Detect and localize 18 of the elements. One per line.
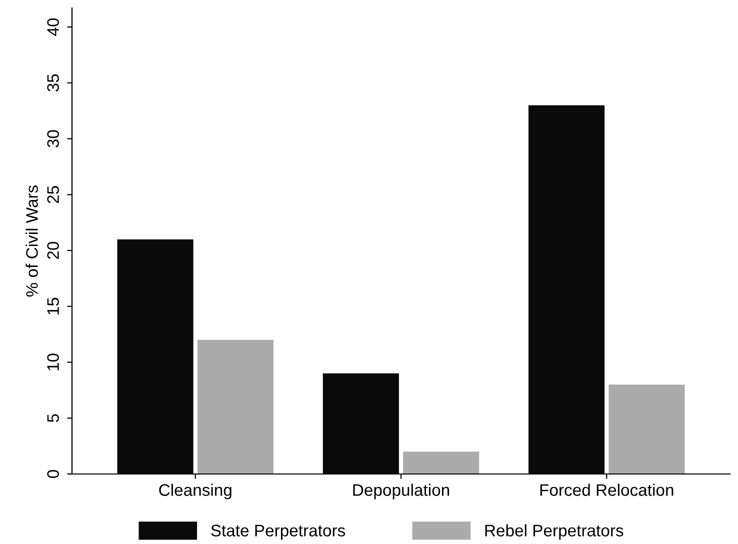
y-tick-label: 0 <box>47 470 59 478</box>
y-tick-label: 10 <box>47 354 59 370</box>
y-tick-label: 30 <box>47 130 59 148</box>
legend-label: Rebel Perpetrators <box>485 524 624 540</box>
bar <box>403 452 480 474</box>
bar <box>608 384 685 474</box>
x-tick-label: Depopulation <box>353 484 450 500</box>
x-tick-label: Cleansing <box>159 484 232 500</box>
x-tick-label: Forced Relocation <box>540 484 674 496</box>
y-axis-title: % of Civil Wars <box>26 185 38 297</box>
y-tick-label: 15 <box>47 298 59 314</box>
legend-label: State Perpetrators <box>211 524 346 540</box>
y-tick-label: 5 <box>47 414 59 422</box>
y-tick-label: 20 <box>47 242 59 259</box>
y-tick-label: 40 <box>47 18 59 36</box>
y-tick-label: 25 <box>47 186 59 204</box>
y-tick-label: 35 <box>47 74 59 92</box>
bar <box>197 340 274 474</box>
